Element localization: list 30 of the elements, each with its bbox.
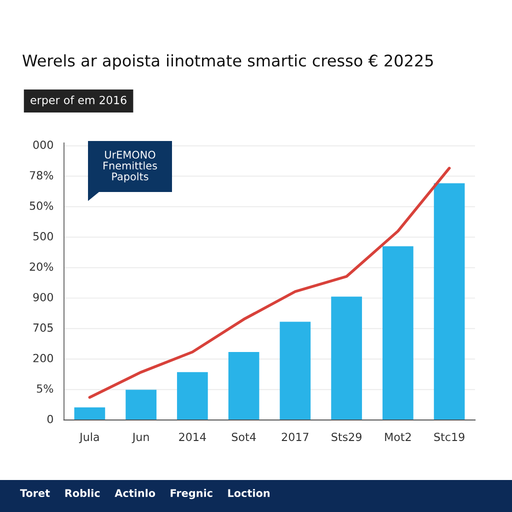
text: 50% xyxy=(30,202,54,210)
text: 20% xyxy=(30,262,54,271)
bar xyxy=(331,296,362,420)
text: 5% xyxy=(36,384,54,393)
annotation: UrEMONO Fnemittles Papolts xyxy=(104,150,157,182)
x-tick-label: Jun xyxy=(132,432,149,444)
x-tick-label: Sot4 xyxy=(232,432,256,442)
bar xyxy=(74,407,106,420)
bar xyxy=(228,352,260,420)
x-tick-label: Stc19 xyxy=(434,432,464,442)
text: 0 xyxy=(47,414,53,424)
bar xyxy=(126,390,156,420)
bar xyxy=(434,183,465,420)
bar xyxy=(382,246,414,420)
chart-subtitle: erper of em 2016 xyxy=(30,96,126,106)
chart-title: Werels ar apoista iinotmate smartic cresso € 20225 xyxy=(22,54,433,70)
x-tick-label: 2014 xyxy=(179,432,206,442)
text: 500 xyxy=(33,232,53,240)
text: Toret Roblic Actinlo Fregnic Loction xyxy=(20,488,270,500)
text: 000 xyxy=(33,140,53,149)
text: 78% xyxy=(30,171,54,180)
bar xyxy=(177,372,208,420)
text: 900 xyxy=(33,292,53,302)
bar xyxy=(280,322,311,420)
text: 200 xyxy=(33,354,53,362)
text: 705 xyxy=(33,323,53,332)
x-tick-label: 2017 xyxy=(282,432,308,442)
x-tick-label: Jula xyxy=(79,432,99,444)
x-tick-label: Sts29 xyxy=(332,432,362,442)
x-tick-label: Mot2 xyxy=(385,432,411,442)
